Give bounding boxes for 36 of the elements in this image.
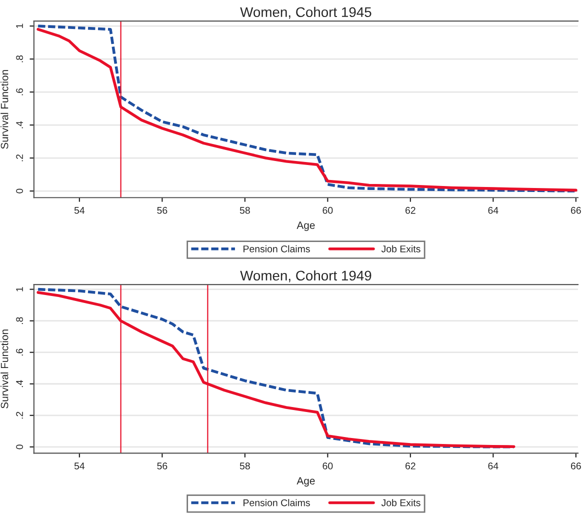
x-tick-label: 58 — [240, 206, 250, 214]
x-tick-label: 62 — [406, 206, 416, 214]
y-tick-label: 1 — [16, 24, 23, 28]
x-tick-label: 60 — [322, 206, 333, 214]
x-tick-label: 60 — [322, 462, 333, 470]
y-tick-label: .4 — [16, 380, 23, 388]
chart-title: Women, Cohort 1949 — [240, 270, 372, 282]
y-tick-label: 0 — [16, 444, 23, 450]
y-tick-label: .6 — [16, 88, 23, 96]
chart-title: Women, Cohort 1945 — [240, 6, 372, 19]
x-tick-label: 64 — [488, 206, 498, 214]
y-tick-label: .8 — [16, 317, 23, 324]
x-tick-label: 54 — [74, 462, 85, 470]
y-axis-title: Survival Function — [0, 70, 8, 149]
x-axis-title: Age — [296, 477, 315, 487]
y-tick-label: .6 — [16, 348, 23, 356]
x-tick-label: 56 — [157, 462, 168, 470]
x-tick-label: 64 — [488, 462, 498, 470]
y-axis-title: Survival Function — [0, 330, 8, 408]
legend-label: Job Exits — [381, 499, 420, 506]
legend-label: Pension Claims — [244, 499, 310, 506]
y-tick-label: .2 — [16, 412, 23, 419]
x-tick-label: 58 — [240, 462, 250, 470]
y-tick-label: .4 — [16, 121, 23, 128]
legend-label: Job Exits — [381, 245, 420, 252]
x-axis-title: Age — [296, 222, 315, 231]
x-tick-label: 66 — [571, 462, 581, 470]
y-tick-label: 1 — [16, 287, 23, 292]
y-tick-label: .8 — [16, 55, 23, 62]
x-tick-label: 56 — [157, 206, 168, 214]
x-tick-label: 66 — [571, 206, 581, 214]
x-tick-label: 54 — [74, 207, 85, 214]
y-tick-label: .2 — [16, 154, 23, 162]
x-tick-label: 62 — [406, 462, 416, 470]
y-tick-label: 0 — [16, 188, 23, 194]
legend-label: Pension Claims — [244, 245, 310, 252]
